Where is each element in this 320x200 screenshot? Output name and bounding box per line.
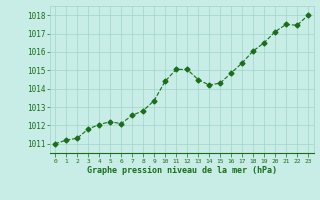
X-axis label: Graphe pression niveau de la mer (hPa): Graphe pression niveau de la mer (hPa) — [87, 166, 276, 175]
